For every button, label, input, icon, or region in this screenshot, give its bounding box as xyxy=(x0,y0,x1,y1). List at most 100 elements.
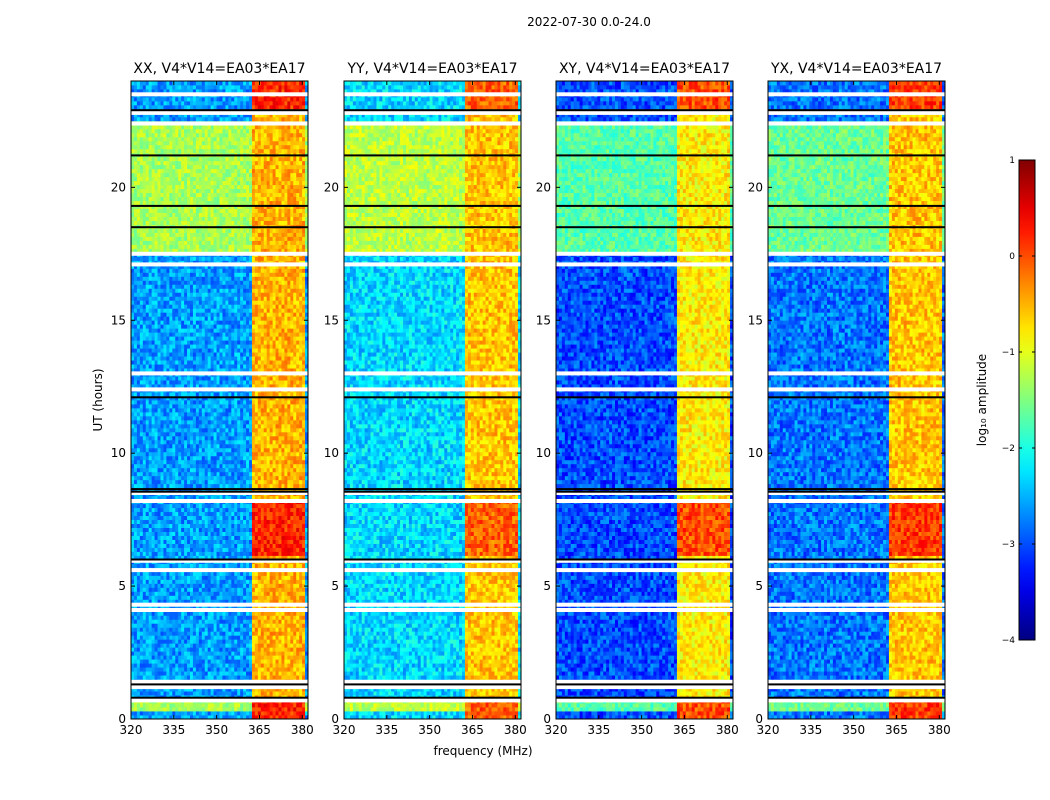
heatmap-cell xyxy=(243,432,246,436)
heatmap-cell xyxy=(199,516,202,520)
heatmap-cell xyxy=(276,575,279,579)
heatmap-cell xyxy=(293,663,296,667)
heatmap-cell xyxy=(284,416,287,420)
heatmap-cell xyxy=(140,504,143,508)
heatmap-cell xyxy=(214,552,217,556)
heatmap-cell xyxy=(214,579,217,583)
heatmap-cell xyxy=(243,548,246,552)
heatmap-cell xyxy=(211,468,214,472)
heatmap-cell xyxy=(199,711,202,715)
heatmap-cell xyxy=(225,468,228,472)
heatmap-cell xyxy=(255,615,258,619)
heatmap-cell xyxy=(273,663,276,667)
heatmap-cell xyxy=(211,484,214,488)
heatmap-cell xyxy=(137,404,140,408)
heatmap-cell xyxy=(222,392,225,396)
heatmap-cell xyxy=(264,671,267,675)
heatmap-cell xyxy=(231,468,234,472)
heatmap-cell xyxy=(146,424,149,428)
heatmap-cell xyxy=(302,544,305,548)
heatmap-cell xyxy=(293,512,296,516)
heatmap-cell xyxy=(184,563,187,567)
heatmap-cell xyxy=(290,615,293,619)
heatmap-cell xyxy=(140,460,143,464)
heatmap-cell xyxy=(134,579,137,583)
heatmap-cell xyxy=(163,587,166,591)
heatmap-cell xyxy=(234,448,237,452)
heatmap-cell xyxy=(155,631,158,635)
heatmap-cell xyxy=(246,544,249,548)
heatmap-cell xyxy=(166,619,169,623)
heatmap-cell xyxy=(276,480,279,484)
heatmap-cell xyxy=(252,412,255,416)
heatmap-cell xyxy=(196,532,199,536)
heatmap-cell xyxy=(161,440,164,444)
heatmap-cell xyxy=(166,544,169,548)
heatmap-cell xyxy=(284,424,287,428)
heatmap-cell xyxy=(158,587,161,591)
heatmap-cell xyxy=(193,544,196,548)
heatmap-cell xyxy=(225,711,228,715)
heatmap-cell xyxy=(228,707,231,711)
heatmap-cell xyxy=(137,400,140,404)
heatmap-cell xyxy=(184,504,187,508)
heatmap-cell xyxy=(267,420,270,424)
heatmap-cell xyxy=(172,468,175,472)
heatmap-cell xyxy=(287,575,290,579)
heatmap-cell xyxy=(252,579,255,583)
heatmap-cell xyxy=(146,707,149,711)
heatmap-cell xyxy=(222,651,225,655)
heatmap-cell xyxy=(228,484,231,488)
heatmap-cell xyxy=(299,563,302,567)
heatmap-cell xyxy=(149,595,152,599)
heatmap-cell xyxy=(131,631,134,635)
heatmap-cell xyxy=(222,424,225,428)
heatmap-cell xyxy=(270,711,273,715)
heatmap-cell xyxy=(302,647,305,651)
heatmap-cell xyxy=(287,528,290,532)
heatmap-cell xyxy=(279,575,282,579)
heatmap-cell xyxy=(258,516,261,520)
heatmap-cell xyxy=(161,528,164,532)
heatmap-cell xyxy=(211,532,214,536)
heatmap-cell xyxy=(152,667,155,671)
heatmap-cell xyxy=(231,540,234,544)
heatmap-cell xyxy=(284,412,287,416)
heatmap-cell xyxy=(255,508,258,512)
heatmap-cell xyxy=(181,671,184,675)
heatmap-cell xyxy=(281,635,284,639)
heatmap-cell xyxy=(281,579,284,583)
heatmap-cell xyxy=(270,520,273,524)
heatmap-cell xyxy=(131,691,134,695)
heatmap-cell xyxy=(252,532,255,536)
heatmap-cell xyxy=(284,675,287,679)
heatmap-cell xyxy=(276,444,279,448)
heatmap-cell xyxy=(290,663,293,667)
heatmap-cell xyxy=(270,587,273,591)
heatmap-cell xyxy=(166,595,169,599)
heatmap-cell xyxy=(134,532,137,536)
heatmap-cell xyxy=(255,619,258,623)
heatmap-cell xyxy=(166,532,169,536)
heatmap-cell xyxy=(199,476,202,480)
heatmap-cell xyxy=(161,651,164,655)
heatmap-cell xyxy=(187,440,190,444)
heatmap-cell xyxy=(273,675,276,679)
heatmap-cell xyxy=(290,571,293,575)
heatmap-cell xyxy=(211,404,214,408)
heatmap-cell xyxy=(261,464,264,468)
heatmap-cell xyxy=(181,536,184,540)
heatmap-cell xyxy=(258,528,261,532)
heatmap-cell xyxy=(267,512,270,516)
heatmap-cell xyxy=(296,667,299,671)
heatmap-cell xyxy=(296,615,299,619)
heatmap-cell xyxy=(196,703,199,707)
heatmap-cell xyxy=(208,424,211,428)
heatmap-cell xyxy=(140,508,143,512)
heatmap-cell xyxy=(214,448,217,452)
heatmap-cell xyxy=(155,711,158,715)
heatmap-cell xyxy=(149,520,152,524)
heatmap-cell xyxy=(196,643,199,647)
heatmap-cell xyxy=(184,400,187,404)
heatmap-cell xyxy=(299,412,302,416)
